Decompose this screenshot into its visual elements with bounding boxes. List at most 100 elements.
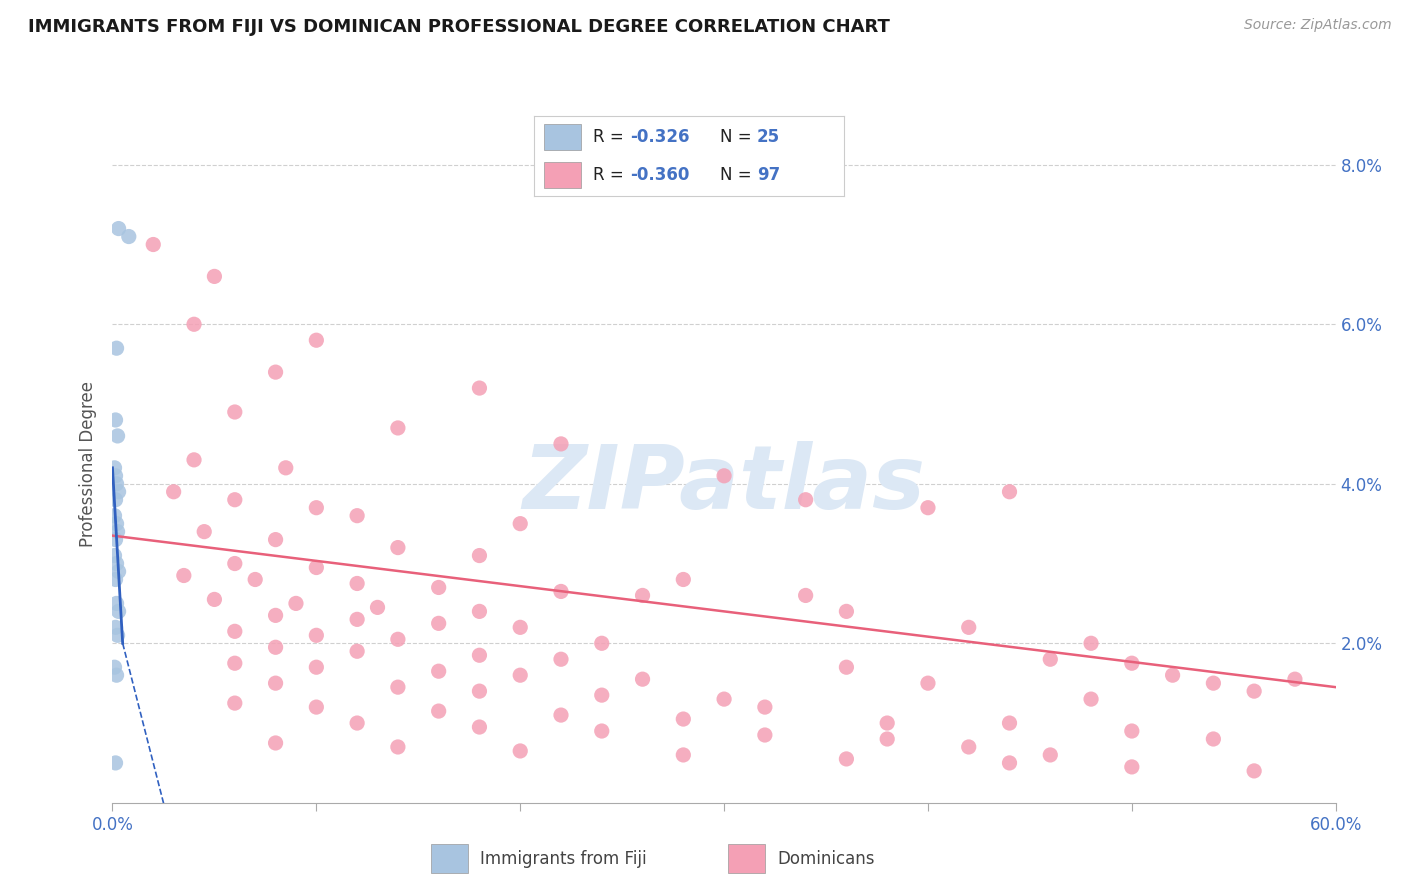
Point — [1039, 747, 1062, 762]
Point — [509, 744, 531, 758]
Point — [183, 453, 205, 467]
Point — [468, 648, 491, 663]
Point — [631, 672, 654, 686]
Point — [284, 596, 308, 610]
Point — [224, 624, 246, 639]
Point — [754, 700, 776, 714]
Point — [305, 560, 328, 574]
Point — [1121, 724, 1143, 739]
Point — [305, 660, 328, 674]
Point — [1284, 672, 1306, 686]
Point — [1202, 676, 1225, 690]
Text: Dominicans: Dominicans — [778, 849, 875, 868]
Point — [917, 500, 939, 515]
Point — [427, 664, 450, 678]
Point — [794, 589, 817, 603]
Bar — [544, 161, 581, 188]
Point — [305, 700, 328, 714]
Point — [105, 476, 128, 491]
Point — [1121, 657, 1143, 671]
Point — [193, 524, 215, 539]
Point — [104, 533, 127, 547]
Point — [305, 628, 328, 642]
Point — [107, 524, 129, 539]
Point — [468, 604, 491, 618]
Point — [105, 596, 128, 610]
Point — [105, 557, 128, 571]
Point — [468, 549, 491, 563]
Point — [387, 421, 409, 435]
Point — [427, 616, 450, 631]
Point — [1121, 760, 1143, 774]
Point — [142, 237, 165, 252]
Point — [591, 688, 613, 702]
Bar — [430, 844, 468, 873]
Point — [103, 508, 125, 523]
Point — [183, 318, 205, 332]
Text: 25: 25 — [756, 128, 780, 145]
Point — [118, 229, 141, 244]
Point — [427, 704, 450, 718]
Point — [387, 680, 409, 694]
Point — [104, 492, 127, 507]
Point — [305, 500, 328, 515]
Point — [346, 644, 368, 658]
Point — [224, 657, 246, 671]
Text: ZIPatlas: ZIPatlas — [523, 441, 925, 528]
Point — [107, 429, 129, 443]
Bar — [728, 844, 765, 873]
Point — [509, 516, 531, 531]
Bar — [544, 124, 581, 151]
Point — [224, 557, 246, 571]
Point — [427, 581, 450, 595]
Point — [107, 604, 129, 618]
Point — [713, 468, 735, 483]
Point — [1080, 692, 1102, 706]
Point — [107, 484, 129, 499]
Point — [1080, 636, 1102, 650]
Point — [468, 720, 491, 734]
Text: -0.326: -0.326 — [630, 128, 690, 145]
Point — [224, 405, 246, 419]
Point — [1243, 764, 1265, 778]
Point — [104, 573, 127, 587]
Point — [835, 752, 858, 766]
Point — [163, 484, 186, 499]
Point — [107, 221, 129, 235]
Point — [998, 716, 1021, 731]
Point — [672, 712, 695, 726]
Point — [104, 756, 127, 770]
Point — [104, 413, 127, 427]
Point — [1039, 652, 1062, 666]
Point — [107, 565, 129, 579]
Point — [103, 660, 125, 674]
Point — [835, 604, 858, 618]
Y-axis label: Professional Degree: Professional Degree — [79, 381, 97, 547]
Point — [917, 676, 939, 690]
Point — [672, 573, 695, 587]
Point — [1161, 668, 1184, 682]
Point — [366, 600, 388, 615]
Point — [103, 549, 125, 563]
Point — [264, 608, 287, 623]
Point — [264, 365, 287, 379]
Point — [104, 468, 127, 483]
Text: N =: N = — [720, 128, 756, 145]
Point — [998, 756, 1021, 770]
Point — [631, 589, 654, 603]
Point — [204, 269, 226, 284]
Point — [550, 652, 572, 666]
Point — [835, 660, 858, 674]
Point — [346, 716, 368, 731]
Point — [264, 676, 287, 690]
Point — [876, 731, 898, 746]
Point — [346, 508, 368, 523]
Point — [305, 333, 328, 347]
Point — [591, 724, 613, 739]
Point — [713, 692, 735, 706]
Text: IMMIGRANTS FROM FIJI VS DOMINICAN PROFESSIONAL DEGREE CORRELATION CHART: IMMIGRANTS FROM FIJI VS DOMINICAN PROFES… — [28, 18, 890, 36]
Text: R =: R = — [593, 128, 628, 145]
Point — [173, 568, 195, 582]
Text: R =: R = — [593, 166, 628, 184]
Point — [876, 716, 898, 731]
